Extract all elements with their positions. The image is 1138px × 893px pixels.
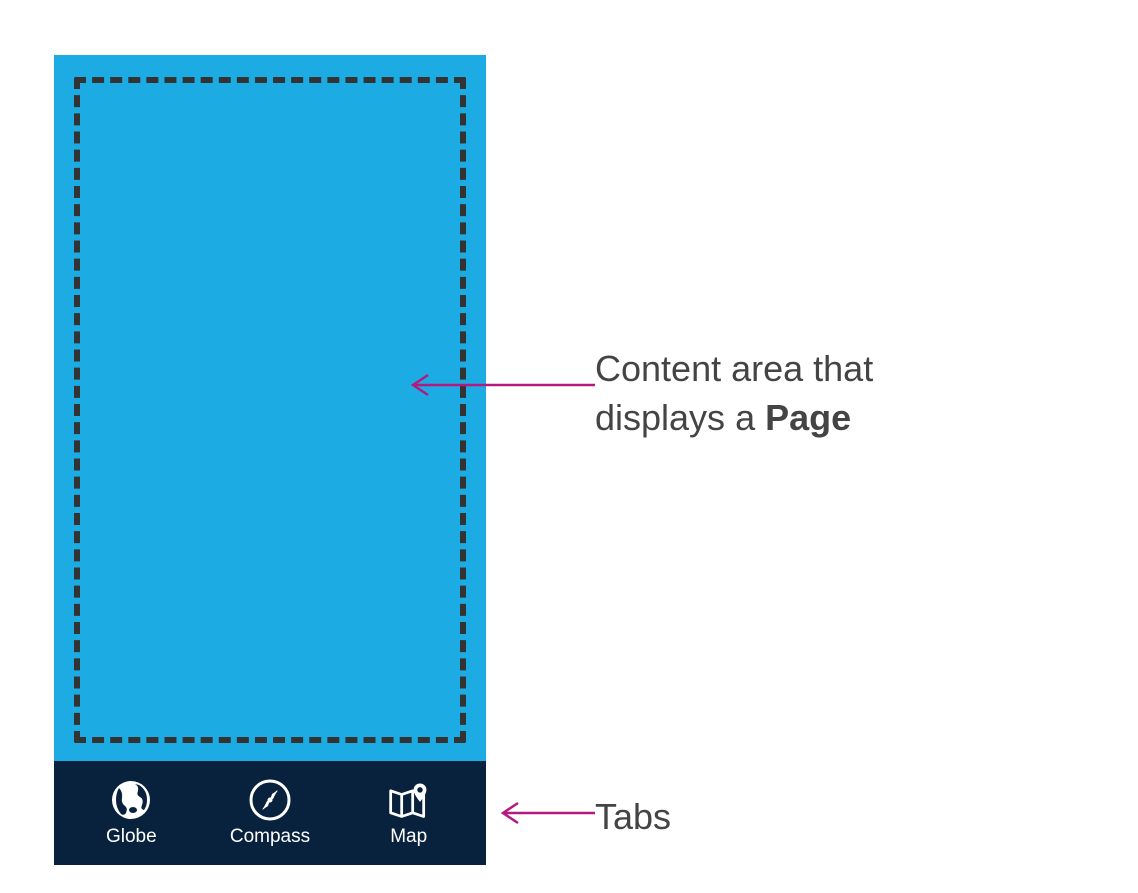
globe-icon bbox=[109, 778, 153, 822]
annotation-text-bold: Page bbox=[765, 397, 851, 438]
compass-icon bbox=[248, 778, 292, 822]
tab-bar: Globe Compass bbox=[54, 761, 486, 865]
annotation-text: displays a bbox=[595, 397, 765, 438]
tab-compass[interactable]: Compass bbox=[201, 778, 340, 848]
arrow-content bbox=[400, 370, 595, 400]
annotation-text: Content area that bbox=[595, 348, 873, 389]
tab-globe[interactable]: Globe bbox=[62, 778, 201, 848]
tab-label: Globe bbox=[106, 826, 157, 848]
content-area bbox=[54, 55, 486, 761]
map-icon bbox=[387, 778, 431, 822]
annotation-text: Tabs bbox=[595, 796, 671, 837]
tab-map[interactable]: Map bbox=[339, 778, 478, 848]
annotation-content-area: Content area that displays a Page bbox=[595, 345, 1015, 442]
phone-mockup: Globe Compass bbox=[54, 55, 486, 865]
arrow-tabs bbox=[490, 798, 595, 828]
annotation-tabs: Tabs bbox=[595, 793, 671, 842]
page-placeholder bbox=[74, 77, 466, 743]
tab-label: Map bbox=[390, 826, 427, 848]
tab-label: Compass bbox=[230, 826, 310, 848]
